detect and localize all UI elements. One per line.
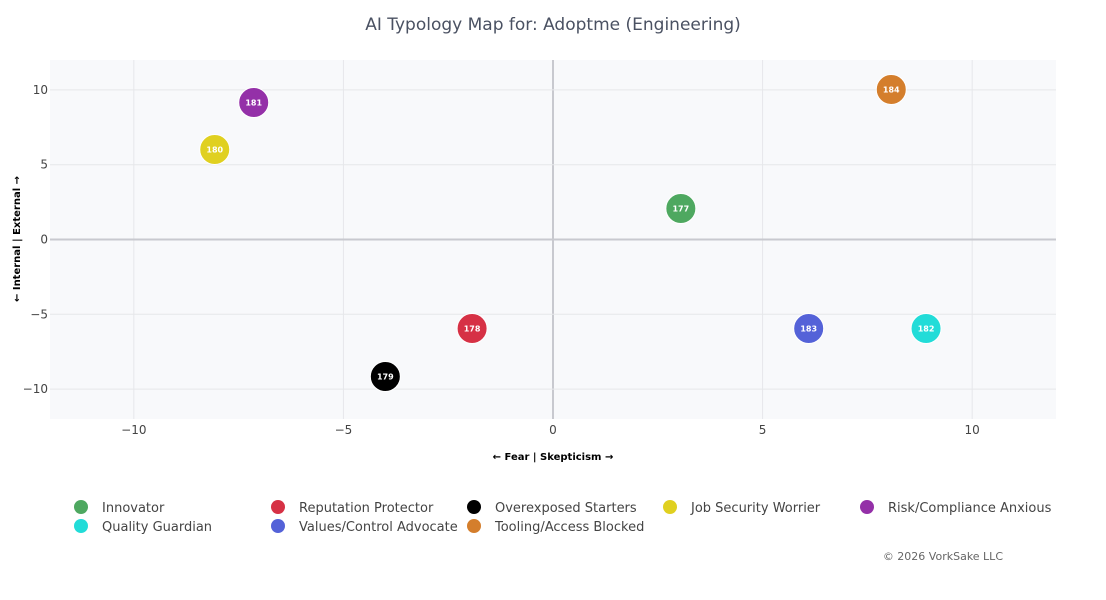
data-point[interactable] — [910, 313, 942, 345]
legend-marker — [467, 519, 481, 533]
y-tick-label: 0 — [40, 233, 48, 247]
y-tick-label: 10 — [33, 83, 48, 97]
legend-item[interactable]: Innovator — [74, 500, 165, 516]
legend-label: Overexposed Starters — [495, 501, 637, 516]
data-point-label: 179 — [377, 373, 394, 382]
legend-item[interactable]: Overexposed Starters — [467, 500, 637, 516]
legend-label: Quality Guardian — [102, 520, 212, 535]
data-point[interactable] — [238, 86, 270, 118]
legend-marker — [74, 500, 88, 514]
legend: Innovator Reputation Protector Overexposed… — [74, 500, 1052, 535]
data-point-label: 180 — [206, 145, 223, 154]
data-points: 177 178 179 180 181 182 183 184 — [199, 73, 942, 393]
data-point-label: 182 — [918, 325, 935, 334]
y-tick-label: 5 — [40, 158, 48, 172]
data-point-label: 177 — [672, 205, 689, 214]
legend-item[interactable]: Reputation Protector — [271, 500, 434, 516]
x-axis-title: ← Fear | Skepticism → — [493, 452, 614, 463]
legend-label: Tooling/Access Blocked — [494, 520, 644, 535]
data-point-label: 184 — [883, 85, 900, 94]
legend-label: Innovator — [102, 501, 165, 516]
x-tick-label: 5 — [759, 423, 767, 437]
data-point-label: 178 — [464, 325, 481, 334]
copyright-footer: © 2026 VorkSake LLC — [883, 550, 1004, 563]
legend-marker — [74, 519, 88, 533]
data-point[interactable] — [369, 361, 401, 393]
data-point-label: 181 — [245, 98, 262, 107]
legend-item[interactable]: Quality Guardian — [74, 519, 212, 535]
y-tick-label: −10 — [23, 382, 48, 396]
legend-item[interactable]: Tooling/Access Blocked — [467, 519, 644, 535]
legend-marker — [271, 500, 285, 514]
legend-item[interactable]: Values/Control Advocate — [271, 519, 458, 535]
legend-label: Risk/Compliance Anxious — [888, 501, 1052, 516]
data-point-label: 183 — [800, 325, 817, 334]
legend-label: Reputation Protector — [299, 501, 434, 516]
axis-ticks: −10 −5 0 5 10 −10 −5 0 5 10 — [23, 83, 980, 437]
legend-marker — [663, 500, 677, 514]
x-tick-label: 0 — [549, 423, 557, 437]
legend-item[interactable]: Job Security Worrier — [663, 500, 821, 516]
data-point[interactable] — [793, 313, 825, 345]
legend-label: Job Security Worrier — [690, 501, 821, 516]
legend-marker — [860, 500, 874, 514]
y-tick-label: −5 — [30, 307, 48, 321]
data-point[interactable] — [456, 313, 488, 345]
x-tick-label: 10 — [965, 423, 980, 437]
x-tick-label: −10 — [121, 423, 146, 437]
legend-marker — [271, 519, 285, 533]
x-tick-label: −5 — [335, 423, 353, 437]
data-point[interactable] — [875, 73, 907, 105]
data-point[interactable] — [665, 193, 697, 225]
chart-title: AI Typology Map for: Adoptme (Engineerin… — [365, 15, 741, 35]
legend-marker — [467, 500, 481, 514]
legend-label: Values/Control Advocate — [299, 520, 458, 535]
legend-item[interactable]: Risk/Compliance Anxious — [860, 500, 1052, 516]
data-point[interactable] — [199, 133, 231, 165]
y-axis-title: ← Internal | External → — [12, 176, 23, 302]
